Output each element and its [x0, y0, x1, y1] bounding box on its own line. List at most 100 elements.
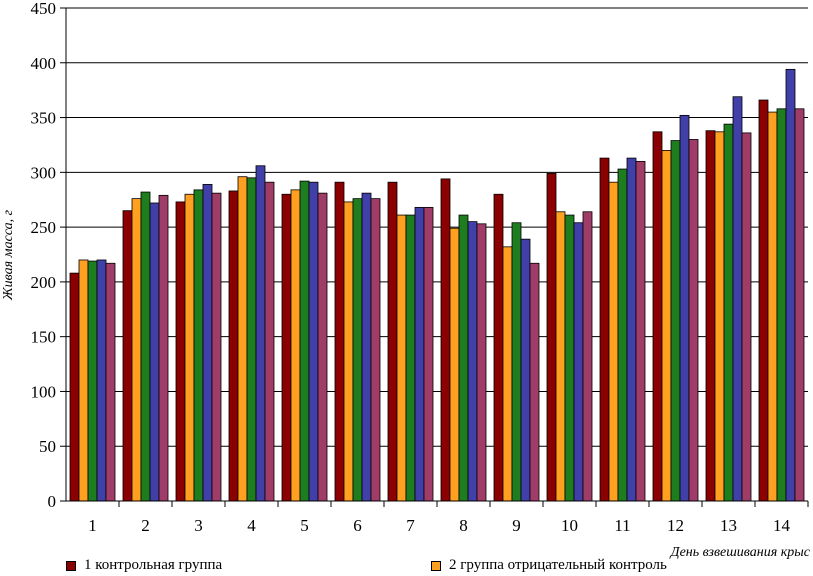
bar-series-3 — [564, 214, 575, 502]
y-tick-label: 150 — [31, 328, 57, 347]
x-tick-label: 8 — [459, 516, 468, 535]
bar-series-2 — [502, 246, 513, 502]
y-tick-label: 450 — [31, 0, 57, 18]
bar-series-5 — [211, 192, 222, 502]
bar-series-4 — [679, 114, 690, 502]
bar-series-4 — [785, 68, 796, 502]
y-tick-label: 400 — [31, 54, 57, 73]
bar-series-2 — [767, 111, 778, 502]
bar-series-4 — [96, 259, 107, 502]
bar-series-4 — [467, 221, 478, 502]
bar-series-5 — [529, 262, 540, 502]
bar-series-4 — [308, 181, 319, 502]
bar-series-3 — [723, 123, 734, 502]
bar-series-1 — [440, 178, 451, 502]
bar-series-3 — [458, 214, 469, 502]
x-tick-labels: 1 2 3 4 5 6 7 8 9 10 11 12 13 14 — [88, 516, 790, 535]
x-tick-label: 9 — [512, 516, 521, 535]
legend-item-series-2: 2 группа отрицательный контроль — [431, 557, 667, 574]
x-tick-label: 13 — [720, 516, 737, 535]
x-tick-label: 7 — [406, 516, 415, 535]
y-tick-label: 250 — [31, 218, 57, 237]
x-tick-label: 6 — [353, 516, 362, 535]
bar-series-1 — [705, 130, 716, 502]
bar-series-1 — [758, 99, 769, 502]
bar-series-2 — [661, 150, 672, 502]
bar-series-3 — [352, 198, 363, 502]
bar-series-2 — [396, 214, 407, 502]
bar-series-5 — [264, 181, 275, 502]
legend-label-series-2: 2 группа отрицательный контроль — [449, 557, 667, 573]
y-tick-label: 350 — [31, 109, 57, 128]
bar-series-3 — [405, 214, 416, 502]
axes — [60, 7, 809, 507]
bar-series-1 — [175, 201, 186, 502]
y-tick-label: 50 — [39, 437, 56, 456]
bar-series-3 — [193, 189, 204, 502]
bar-series-3 — [299, 180, 310, 502]
x-tick-label: 3 — [194, 516, 203, 535]
y-axis-title: Живая масса, г — [1, 209, 16, 301]
bar-series-5 — [158, 194, 169, 502]
bar-series-4 — [573, 222, 584, 502]
bar-series-2 — [131, 198, 142, 502]
legend-swatch-series-2 — [431, 560, 441, 571]
bar-series-5 — [476, 223, 487, 502]
bar-series-3 — [511, 222, 522, 502]
bar-series-4 — [626, 157, 637, 502]
x-tick-label: 1 — [88, 516, 97, 535]
bar-series-2 — [343, 201, 354, 502]
bar-series-3 — [617, 168, 628, 502]
bar-series-5 — [370, 198, 381, 502]
bar-series-1 — [652, 131, 663, 502]
legend-swatch-series-1 — [66, 560, 76, 571]
bar-series-5 — [794, 108, 805, 502]
bar-series-4 — [255, 165, 266, 502]
bar-series-1 — [281, 193, 292, 502]
bar-series-5 — [741, 132, 752, 502]
bar-series-5 — [582, 211, 593, 502]
bar-series-3 — [87, 260, 98, 502]
bar-series-1 — [334, 181, 345, 502]
x-tick-label: 5 — [300, 516, 309, 535]
bar-series-5 — [105, 262, 116, 502]
bar-series-4 — [520, 238, 531, 502]
bar-series-2 — [237, 176, 248, 502]
y-tick-labels: 0 50 100 150 200 250 300 350 400 450 — [31, 0, 57, 511]
bar-series-2 — [714, 131, 725, 502]
bar-series-2 — [184, 193, 195, 502]
bar-series-1 — [546, 173, 557, 502]
bar-series-3 — [670, 140, 681, 502]
bar-series-2 — [449, 227, 460, 502]
x-tick-label: 4 — [247, 516, 256, 535]
legend-item-series-1: 1 контрольная группа — [66, 557, 222, 574]
y-tick-label: 0 — [48, 492, 57, 511]
bar-series-5 — [635, 160, 646, 502]
y-tick-label: 300 — [31, 163, 57, 182]
x-axis-title: День взвешивания крыс — [669, 545, 811, 560]
x-tick-label: 11 — [614, 516, 630, 535]
bar-series-4 — [732, 96, 743, 502]
bar-series-1 — [69, 272, 80, 502]
bar-series-1 — [599, 157, 610, 502]
bar-series-2 — [555, 211, 566, 502]
bar-series-1 — [493, 193, 504, 502]
bar-series-5 — [423, 206, 434, 502]
bar-series-3 — [140, 191, 151, 502]
bar-series-3 — [776, 108, 787, 502]
y-tick-label: 200 — [31, 273, 57, 292]
bar-series-4 — [361, 192, 372, 502]
y-tick-label: 100 — [31, 382, 57, 401]
bar-series-5 — [317, 192, 328, 502]
bar-series-4 — [202, 183, 213, 502]
bar-series-4 — [149, 202, 160, 502]
bars-group — [69, 68, 805, 502]
x-tick-label: 10 — [561, 516, 578, 535]
bar-series-1 — [122, 210, 133, 502]
bar-series-5 — [688, 139, 699, 502]
bar-series-2 — [290, 189, 301, 502]
bar-series-1 — [228, 190, 239, 502]
bar-series-1 — [387, 181, 398, 502]
bar-series-2 — [608, 181, 619, 502]
